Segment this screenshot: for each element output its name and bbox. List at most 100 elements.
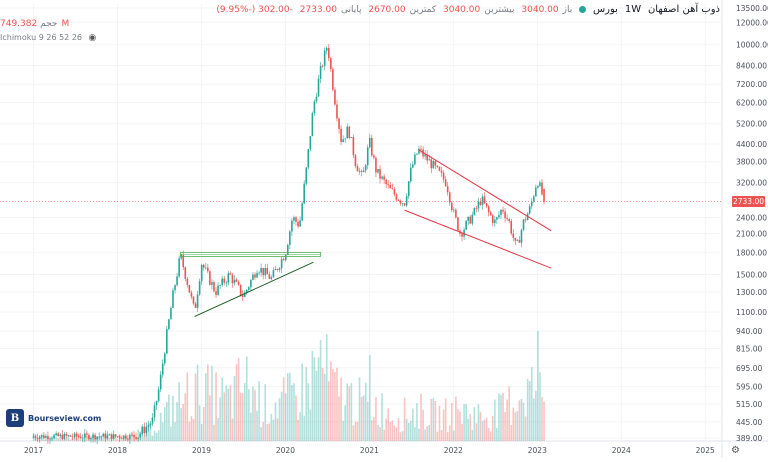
trendline-rising-support bbox=[194, 261, 314, 318]
candle-body bbox=[446, 186, 449, 193]
volume-bar bbox=[172, 395, 174, 441]
candle-body bbox=[204, 267, 207, 269]
candle-body bbox=[155, 400, 158, 406]
volume-bar bbox=[301, 363, 303, 441]
candle-body bbox=[118, 436, 121, 438]
volume-bar bbox=[362, 395, 365, 441]
volume-bar bbox=[457, 408, 459, 441]
candle-body bbox=[508, 219, 510, 222]
candle-body bbox=[450, 202, 453, 211]
volume-bar bbox=[219, 397, 221, 441]
candle-body bbox=[75, 433, 78, 437]
candle-body bbox=[200, 265, 203, 282]
candle-body bbox=[537, 186, 539, 188]
indicator-legend[interactable]: Ichimoku 9 26 52 26 ◉ bbox=[0, 33, 96, 43]
volume-bar bbox=[204, 373, 207, 441]
candle-body bbox=[485, 203, 488, 207]
candle-body bbox=[252, 274, 254, 280]
candle-body bbox=[241, 294, 244, 298]
volume-bar bbox=[170, 426, 172, 441]
candle-body bbox=[295, 217, 297, 222]
candle-body bbox=[293, 217, 295, 221]
eye-icon[interactable]: ◉ bbox=[88, 33, 97, 43]
candle-body bbox=[90, 438, 92, 440]
candle-body bbox=[250, 279, 252, 288]
volume-legend[interactable]: حجم 749.382M bbox=[0, 19, 69, 29]
volume-bar bbox=[514, 412, 517, 441]
candle-body bbox=[368, 137, 371, 148]
volume-bar bbox=[229, 385, 232, 441]
volume-bar bbox=[266, 424, 269, 441]
volume-bar bbox=[315, 370, 318, 441]
volume-bar bbox=[483, 419, 486, 441]
volume-bar bbox=[442, 409, 445, 441]
candle-body bbox=[375, 157, 377, 173]
volume-bar bbox=[45, 438, 47, 441]
candle-body bbox=[442, 172, 445, 180]
candle-body bbox=[79, 436, 82, 438]
candle-body bbox=[147, 425, 150, 427]
volume-bar bbox=[366, 401, 369, 441]
y-tick-label: 2100.00 bbox=[736, 230, 767, 239]
volume-bar bbox=[264, 384, 267, 441]
brand-logo: B Bourseview.com bbox=[6, 408, 101, 428]
x-tick-label: 2022 bbox=[444, 446, 463, 455]
volume-bar bbox=[541, 397, 543, 441]
exchange[interactable]: بورس bbox=[592, 4, 618, 15]
candle-body bbox=[352, 137, 355, 156]
volume-bar bbox=[131, 432, 133, 441]
volume-bar bbox=[276, 418, 279, 441]
candle-body bbox=[494, 219, 496, 223]
volume-bar bbox=[231, 418, 234, 441]
volume-bar bbox=[325, 334, 328, 441]
volume-bar bbox=[532, 398, 535, 441]
candle-body bbox=[256, 273, 258, 278]
y-tick-label: 7200.00 bbox=[736, 80, 767, 89]
volume-bar bbox=[241, 393, 244, 441]
candle-body bbox=[457, 217, 459, 231]
volume-bar bbox=[159, 412, 162, 441]
x-tick-label: 2018 bbox=[108, 446, 127, 455]
x-tick-label: 2017 bbox=[24, 446, 43, 455]
candle-body bbox=[49, 438, 51, 440]
candle-body bbox=[366, 147, 369, 166]
volume-bar bbox=[211, 365, 213, 441]
volume-bar bbox=[268, 423, 271, 441]
y-tick-label: 389.00 bbox=[736, 434, 762, 443]
volume-bar bbox=[467, 418, 469, 441]
candle-body bbox=[270, 277, 273, 279]
candle-body bbox=[209, 271, 211, 285]
volume-bar bbox=[391, 420, 394, 441]
candle-body bbox=[539, 182, 541, 187]
volume-bar bbox=[405, 418, 408, 441]
volume-bar bbox=[436, 431, 439, 441]
candle-body bbox=[323, 50, 326, 66]
candle-body bbox=[59, 434, 62, 437]
timeframe[interactable]: 1W bbox=[624, 4, 642, 15]
candle-body bbox=[317, 78, 320, 97]
volume-bar bbox=[502, 393, 504, 441]
x-tick-label: 2025 bbox=[696, 446, 715, 455]
candle-body bbox=[360, 171, 363, 173]
volume-bar bbox=[375, 397, 377, 441]
candle-body bbox=[110, 434, 113, 439]
candle-body bbox=[469, 216, 472, 224]
volume-bar bbox=[512, 407, 515, 441]
volume-bar bbox=[344, 405, 346, 441]
volume-bar bbox=[282, 377, 285, 441]
candles bbox=[32, 44, 545, 445]
candle-body bbox=[346, 126, 349, 139]
settings-gear-icon[interactable]: ⚙ bbox=[731, 445, 740, 456]
candle-body bbox=[325, 47, 328, 51]
candle-body bbox=[481, 196, 484, 205]
y-tick-label: 1800.00 bbox=[736, 248, 767, 257]
symbol-name[interactable]: ذوب آهن اصفهان bbox=[647, 4, 720, 15]
candle-body bbox=[475, 208, 478, 209]
candle-body bbox=[133, 434, 135, 438]
volume-bar bbox=[407, 422, 410, 441]
volume-bar bbox=[336, 367, 338, 441]
volume-bar bbox=[491, 416, 494, 441]
candle-body bbox=[278, 268, 281, 271]
